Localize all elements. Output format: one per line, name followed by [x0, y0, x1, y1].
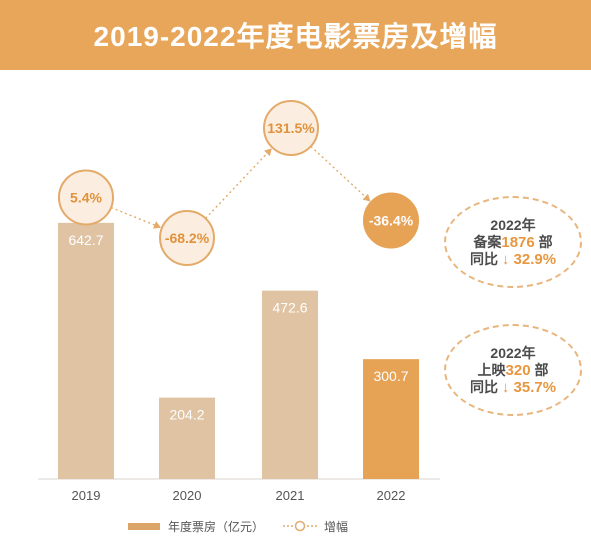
x-tick-label-2022: 2022 [377, 488, 406, 503]
note-filed-change: ↓ 32.9% [501, 250, 557, 268]
note-filed-year: 2022年 [490, 216, 536, 233]
growth-arrow-3 [362, 193, 371, 202]
note-released-change: ↓ 35.7% [501, 378, 557, 396]
note-released-prefix: 上映 [477, 361, 506, 378]
growth-connector-3 [310, 145, 369, 200]
growth-label-2022: -36.4% [369, 212, 414, 228]
growth-arrow-1 [153, 221, 162, 229]
growth-label-2021: 131.5% [267, 120, 315, 136]
bar-2019 [58, 222, 114, 480]
chart-title: 2019-2022年度电影票房及增幅 [93, 21, 498, 52]
growth-connector-1 [110, 206, 159, 228]
bar-value-label-2020: 204.2 [169, 407, 204, 423]
bar-2020 [159, 397, 215, 479]
bar-value-label-2022: 300.7 [373, 368, 408, 384]
note-filed-unit: 部 [534, 233, 553, 250]
note-filed-prefix: 备案 [473, 233, 502, 250]
title-banner: 2019-2022年度电影票房及增幅 [0, 0, 591, 70]
note-filed-change-label: 同比 [469, 250, 498, 267]
legend: 年度票房（亿元） 增幅 [128, 516, 348, 536]
note-filed-films: 2022年 备案1876 部 同比 ↓ 32.9% [444, 196, 582, 288]
growth-label-2020: -68.2% [165, 230, 210, 246]
note-released-films: 2022年 上映320 部 同比 ↓ 35.7% [444, 324, 582, 416]
growth-arrow-2 [264, 148, 272, 157]
note-released-change-label: 同比 [469, 378, 498, 395]
growth-point-2020 [159, 210, 215, 266]
growth-connector-2 [205, 150, 271, 219]
note-filed-number: 1876 [501, 233, 535, 251]
x-tick-label-2021: 2021 [276, 488, 305, 503]
note-released-year: 2022年 [490, 344, 536, 361]
growth-label-2019: 5.4% [70, 189, 102, 205]
growth-point-2021 [263, 100, 319, 156]
x-tick-label-2019: 2019 [72, 488, 101, 503]
legend-bar-swatch [128, 522, 160, 530]
legend-line-swatch [283, 520, 318, 532]
growth-point-2022 [363, 192, 419, 249]
note-released-unit: 部 [530, 361, 549, 378]
legend-bar-label: 年度票房（亿元） [168, 519, 265, 534]
bar-value-label-2021: 472.6 [272, 300, 307, 316]
bar-2021 [262, 290, 318, 479]
x-tick-label-2020: 2020 [173, 488, 202, 503]
bar-2022 [363, 359, 419, 479]
growth-point-2019 [58, 169, 114, 226]
note-released-number: 320 [505, 361, 531, 379]
bar-value-label-2019: 642.7 [68, 232, 103, 248]
legend-line-label: 增幅 [324, 519, 349, 534]
